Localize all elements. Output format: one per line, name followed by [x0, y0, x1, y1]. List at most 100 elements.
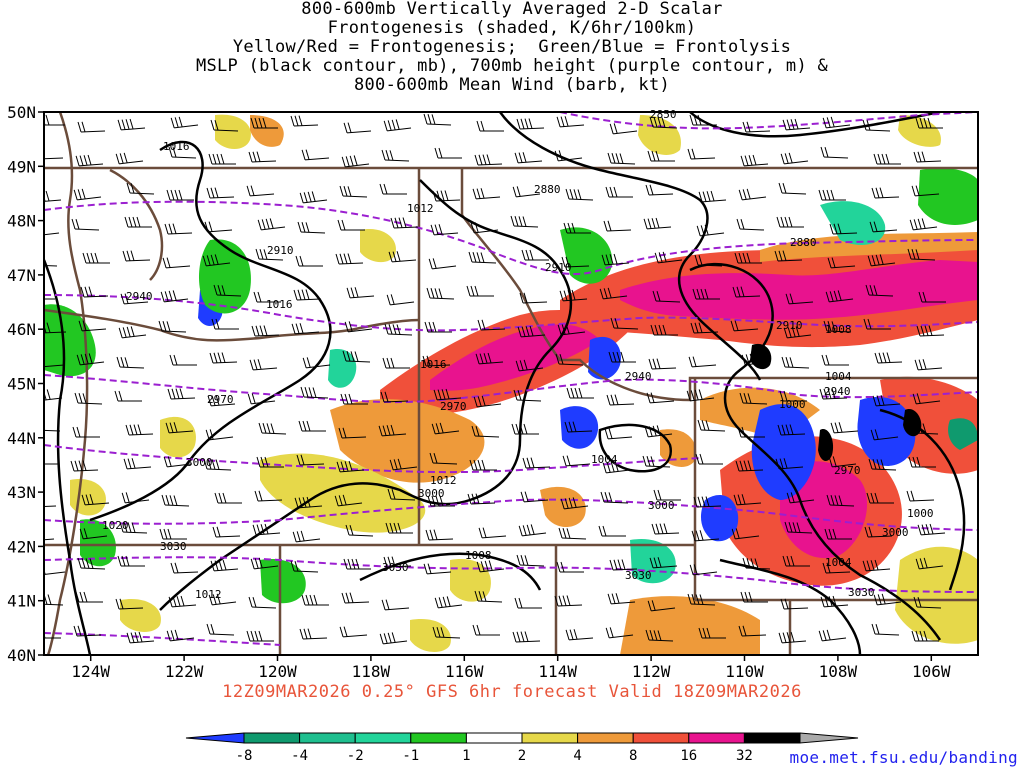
wind-barb: [341, 155, 370, 168]
wind-barb: [782, 555, 810, 567]
wind-barb: [776, 216, 804, 228]
wind-barb: [389, 458, 418, 471]
wind-barb: [917, 523, 946, 536]
wind-barb: [166, 189, 194, 201]
wind-barb: [600, 491, 629, 504]
wind-barb: [556, 116, 585, 128]
wind-barb: [165, 422, 194, 434]
mslp-contour: [598, 423, 673, 473]
colorbar-label: -4: [291, 748, 308, 764]
wind-barb: [688, 356, 717, 368]
wind-barb: [556, 561, 584, 573]
wind-barb: [780, 152, 809, 165]
wind-barb: [558, 527, 587, 540]
wind-barb: [690, 322, 719, 334]
wind-barb: [689, 564, 718, 576]
title-line-1: 800-600mb Vertically Averaged 2-D Scalar: [301, 0, 723, 19]
wind-barb: [609, 123, 638, 135]
colorbar-segment: [743, 732, 801, 744]
wind-barb: [295, 255, 323, 267]
wind-barb: [206, 187, 235, 199]
wind-barb: [169, 354, 197, 366]
mslp-contour: [498, 112, 762, 381]
wind-barb: [554, 150, 583, 162]
wind-barb: [378, 424, 407, 437]
wind-barb: [382, 357, 410, 369]
wind-barb: [390, 217, 419, 229]
colorbar-segment: [521, 732, 579, 744]
wind-barb: [254, 490, 283, 502]
credit-link[interactable]: moe.met.fsu.edu/banding: [789, 748, 1018, 767]
wind-barb: [476, 120, 504, 132]
mslp-label: 1000: [779, 398, 806, 411]
wind-barb: [293, 289, 322, 301]
wind-barb: [916, 325, 945, 337]
wind-barb: [610, 317, 639, 330]
wind-barb: [818, 629, 847, 642]
wind-barb: [214, 492, 242, 504]
wind-barb: [211, 318, 239, 330]
colorbar-label: 8: [629, 748, 637, 764]
lon-label: 116W: [445, 662, 484, 681]
wind-barb: [605, 627, 634, 639]
wind-barb: [75, 154, 104, 167]
wind-barb: [731, 528, 760, 540]
wind-barb: [334, 494, 363, 507]
mslp-label: 1008: [465, 549, 492, 562]
height-label: 2910: [545, 261, 572, 274]
wind-barb: [299, 191, 328, 204]
wind-barb: [555, 353, 584, 366]
wind-barb: [565, 188, 594, 201]
wind-barb: [645, 184, 674, 196]
wind-barb: [301, 149, 330, 161]
height-contour: [44, 632, 281, 646]
wind-barb: [695, 453, 723, 465]
wind-barb: [644, 425, 673, 438]
height-labels: 2850 2880 2880 2910 2910 2910 2940 2940 …: [126, 108, 909, 599]
wind-barb: [210, 119, 239, 132]
wind-barb: [168, 595, 197, 608]
wind-barb: [694, 254, 723, 267]
wind-barb: [302, 357, 331, 369]
wind-barb: [515, 359, 544, 372]
wind-barb: [121, 492, 150, 504]
wind-barb: [561, 256, 590, 268]
mslp-label: 1016: [420, 358, 447, 371]
height-label: 2850: [650, 108, 677, 121]
wind-barb: [44, 190, 62, 202]
wind-barb: [115, 598, 144, 610]
colorbar-label: 32: [736, 748, 753, 764]
wind-barb: [512, 631, 541, 643]
wind-barb: [522, 457, 551, 469]
wind-barb: [478, 527, 507, 539]
wind-barb: [73, 625, 102, 637]
wind-barb: [340, 393, 368, 405]
wind-barb: [341, 592, 370, 604]
wind-barb: [291, 323, 320, 335]
wind-barb: [911, 630, 939, 642]
wind-barb: [385, 522, 413, 534]
wind-barb: [168, 146, 197, 159]
wind-barb: [779, 390, 807, 402]
wind-barb: [336, 460, 365, 473]
wind-barb: [342, 350, 371, 363]
wind-barb: [204, 221, 233, 233]
height-label: 3000: [648, 499, 675, 512]
wind-barb: [910, 422, 939, 435]
mslp-contour: [44, 259, 92, 655]
wind-barb: [737, 426, 765, 438]
wind-barb: [163, 456, 192, 468]
wind-barb: [77, 557, 106, 570]
wind-barb: [433, 388, 462, 401]
wind-barb: [911, 185, 940, 197]
wind-barb: [255, 248, 284, 261]
wind-barb: [70, 460, 99, 472]
wind-barb: [167, 388, 196, 400]
puget-sound: [109, 168, 164, 281]
height-label: 3030: [160, 540, 187, 553]
wind-barb: [203, 458, 232, 471]
wind-barb: [118, 326, 147, 339]
wind-barb: [562, 455, 591, 467]
wind-barb: [862, 119, 891, 132]
mslp-label: 1000: [907, 507, 934, 520]
